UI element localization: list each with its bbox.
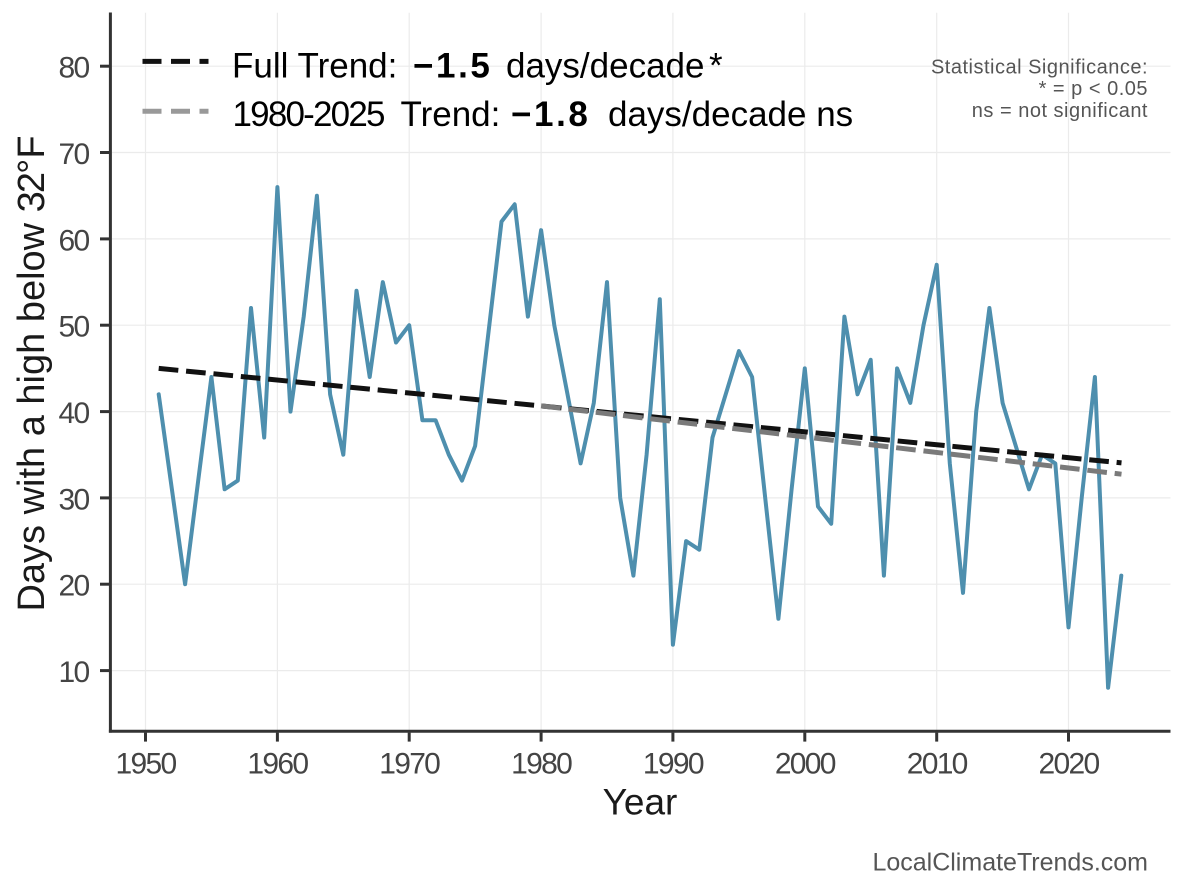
svg-text:2020: 2020 xyxy=(1039,748,1100,781)
svg-text:1950: 1950 xyxy=(116,748,177,781)
svg-text:Days with a high below 32°F: Days with a high below 32°F xyxy=(11,135,53,611)
svg-text:ns = not significant: ns = not significant xyxy=(972,100,1148,122)
svg-text:2000: 2000 xyxy=(775,748,836,781)
svg-text:1990: 1990 xyxy=(643,748,704,781)
svg-text:LocalClimateTrends.com: LocalClimateTrends.com xyxy=(872,849,1148,877)
svg-text:50: 50 xyxy=(59,311,90,344)
svg-text:20: 20 xyxy=(59,570,90,603)
svg-text:* = p < 0.05: * = p < 0.05 xyxy=(1039,78,1148,100)
svg-text:1980: 1980 xyxy=(511,748,572,781)
svg-text:2010: 2010 xyxy=(907,748,968,781)
svg-text:80: 80 xyxy=(59,52,90,85)
svg-text:1970: 1970 xyxy=(379,748,440,781)
svg-text:70: 70 xyxy=(59,138,90,171)
svg-text:Year: Year xyxy=(603,782,678,823)
svg-text:10: 10 xyxy=(59,656,90,689)
svg-text:1960: 1960 xyxy=(247,748,308,781)
svg-text:30: 30 xyxy=(59,483,90,516)
svg-text:Statistical Significance:: Statistical Significance: xyxy=(931,57,1148,79)
svg-text:40: 40 xyxy=(59,397,90,430)
svg-text:60: 60 xyxy=(59,224,90,257)
